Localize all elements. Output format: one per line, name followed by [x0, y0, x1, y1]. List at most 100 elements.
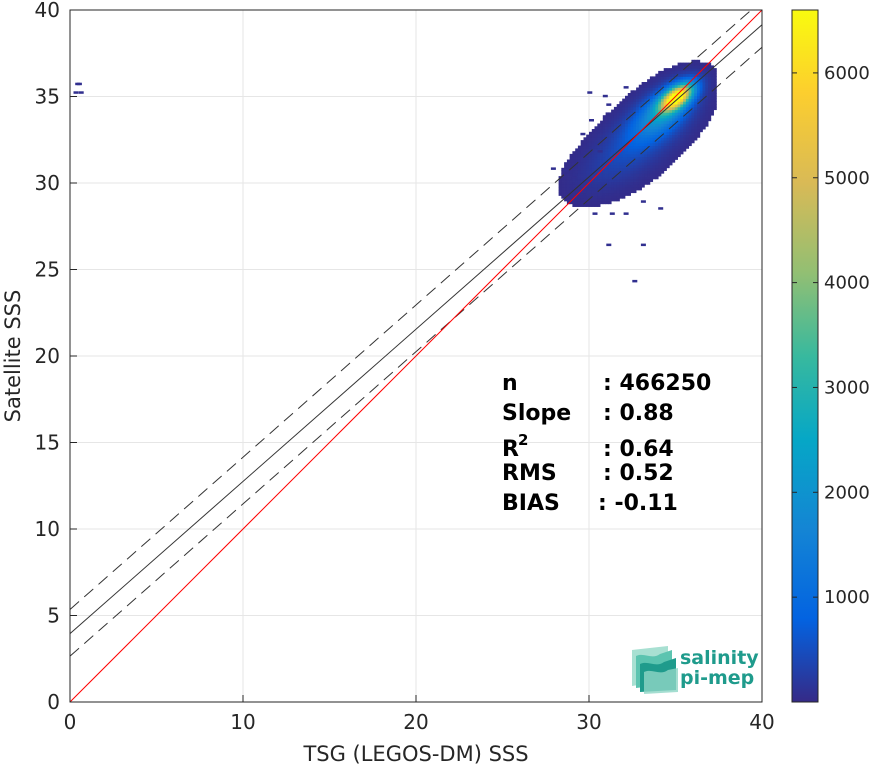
heatmap-cell — [633, 126, 637, 130]
heatmap-cell — [566, 187, 571, 191]
heatmap-cell — [638, 142, 642, 147]
heatmap-cell — [699, 87, 703, 91]
heatmap-cell — [605, 181, 609, 185]
heatmap-cell — [702, 126, 706, 130]
heatmap-cell — [661, 70, 665, 75]
heatmap-cell — [644, 129, 648, 133]
heatmap-cell — [649, 87, 654, 91]
heatmap-cell — [589, 203, 593, 207]
heatmap-cell — [580, 173, 584, 177]
heatmap-cell — [674, 142, 678, 147]
heatmap-cell — [622, 167, 626, 171]
heatmap-cell — [691, 87, 695, 91]
heatmap-cell — [600, 176, 604, 180]
heatmap-cell — [602, 192, 606, 196]
heatmap-cell — [636, 120, 640, 124]
heatmap-cell — [580, 145, 584, 149]
heatmap-cell — [564, 162, 568, 166]
heatmap-cell — [694, 123, 698, 127]
heatmap-cell — [597, 198, 601, 202]
heatmap-cell — [594, 203, 598, 207]
heatmap-cell — [569, 159, 573, 163]
heatmap-cell — [672, 65, 676, 69]
heatmap-cell — [638, 162, 642, 166]
heatmap-cell — [691, 129, 695, 133]
heatmap-cell — [669, 76, 673, 80]
heatmap-cell — [677, 148, 681, 152]
heatmap-cell — [625, 137, 629, 141]
heatmap-cell — [644, 142, 648, 147]
heatmap-cell — [594, 148, 598, 152]
heatmap-cell — [655, 129, 659, 133]
heatmap-cell — [619, 167, 623, 171]
heatmap-cell — [613, 176, 618, 180]
heatmap-cell — [661, 120, 665, 124]
heatmap-cell — [680, 87, 684, 91]
heatmap-cell — [591, 153, 595, 158]
heatmap-cell — [652, 137, 656, 141]
heatmap-cell — [694, 109, 698, 113]
heatmap-cell — [669, 156, 673, 160]
heatmap-cell — [683, 90, 687, 94]
heatmap-cell — [575, 184, 579, 188]
heatmap-cell — [677, 98, 681, 102]
heatmap-cell — [669, 95, 673, 99]
heatmap-cell — [674, 148, 678, 152]
heatmap-cell — [661, 101, 665, 105]
heatmap-cell — [652, 104, 656, 108]
heatmap-cell — [600, 123, 604, 127]
heatmap-cell — [569, 184, 573, 188]
heatmap-cell — [647, 173, 651, 177]
heatmap-cell — [597, 134, 601, 138]
heatmap-cell — [655, 156, 659, 160]
heatmap-cell — [652, 87, 656, 91]
heatmap-cell — [691, 131, 695, 135]
y-tick-label: 0 — [47, 690, 60, 714]
heatmap-cell — [647, 156, 651, 160]
heatmap-cell — [674, 126, 678, 130]
heatmap-cell — [586, 184, 590, 188]
heatmap-cell — [600, 201, 604, 205]
heatmap-cell — [611, 140, 615, 144]
heatmap-cell — [655, 153, 659, 158]
heatmap-cell — [705, 120, 709, 124]
heatmap-cell — [600, 195, 604, 199]
heatmap-cell — [627, 145, 631, 149]
heatmap-cell — [575, 170, 579, 174]
heatmap-cell — [633, 101, 637, 105]
heatmap-cell — [589, 142, 593, 147]
heatmap-cell — [625, 153, 629, 158]
heatmap-cell — [663, 104, 667, 108]
heatmap-cell — [655, 142, 659, 147]
heatmap-cell — [616, 189, 620, 194]
heatmap-cell — [583, 151, 587, 155]
heatmap-cell — [577, 167, 582, 171]
heatmap-cell — [594, 165, 598, 169]
heatmap-cell — [583, 142, 587, 147]
x-tick-label: 40 — [749, 710, 774, 734]
heatmap-cell — [600, 170, 604, 174]
heatmap-cell — [694, 115, 698, 119]
heatmap-cell — [649, 173, 654, 177]
heatmap-cell — [647, 151, 651, 155]
heatmap-cell — [605, 137, 609, 141]
lower-bound-line — [69, 46, 763, 657]
heatmap-cell — [619, 195, 623, 199]
heatmap-cell — [602, 153, 606, 158]
heatmap-point — [578, 193, 584, 196]
heatmap-cell — [597, 151, 601, 155]
heatmap-cell — [636, 106, 640, 111]
heatmap-cell — [649, 101, 654, 105]
heatmap-cell — [613, 170, 618, 174]
heatmap-cell — [677, 118, 681, 122]
heatmap-cell — [685, 145, 690, 149]
heatmap-cell — [608, 118, 612, 122]
heatmap-cell — [661, 162, 665, 166]
heatmap-cell — [619, 101, 623, 105]
heatmap-cell — [644, 126, 648, 130]
heatmap-cell — [702, 87, 706, 91]
heatmap-cell — [575, 156, 579, 160]
heatmap-cell — [680, 151, 684, 155]
heatmap-cell — [630, 93, 634, 97]
heatmap-cell — [600, 148, 604, 152]
